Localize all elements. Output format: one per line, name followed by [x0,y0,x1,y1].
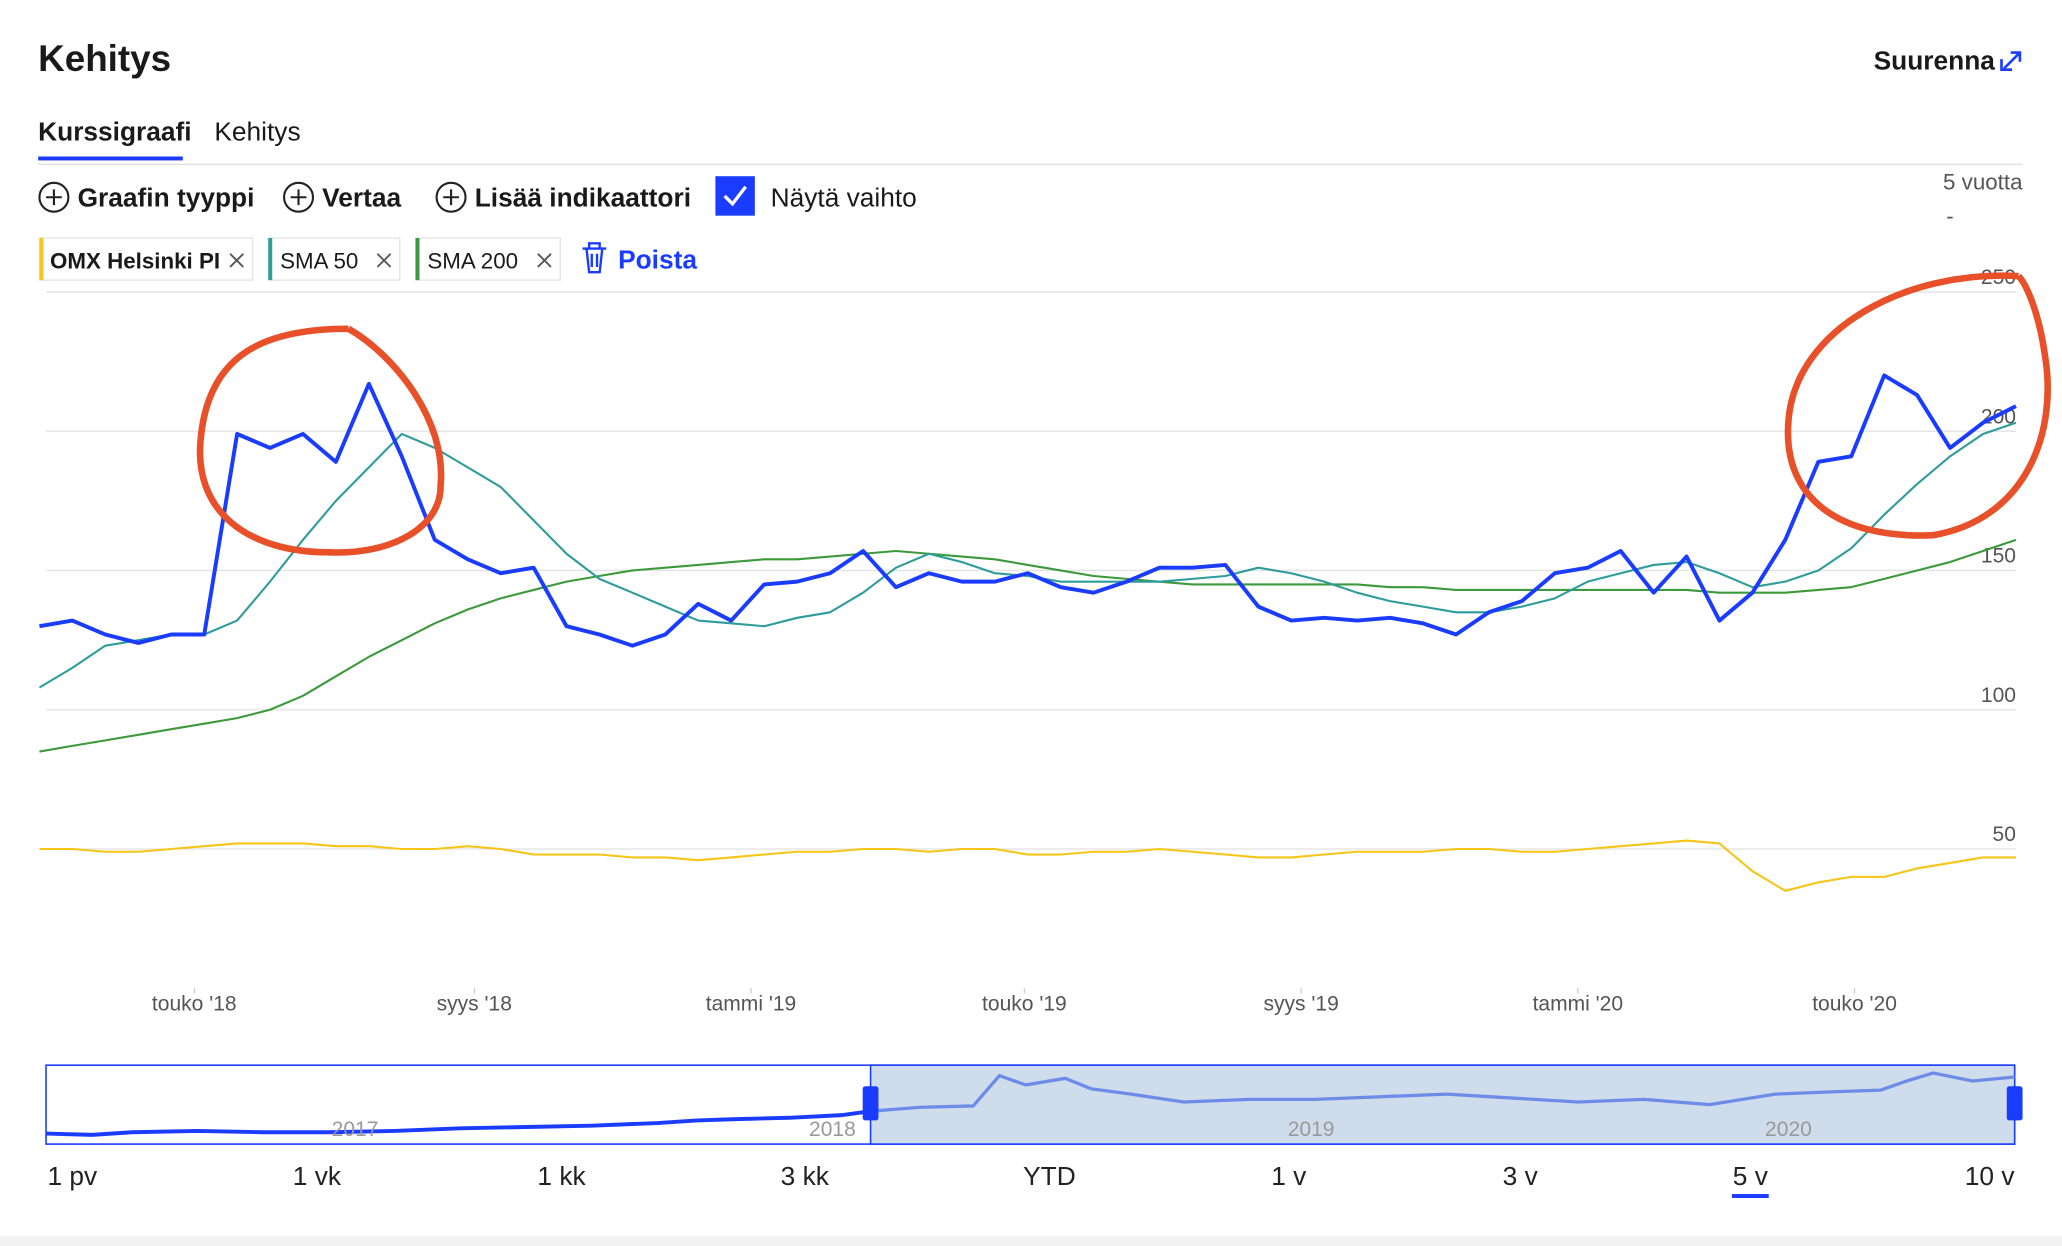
range-selected [1731,1194,1769,1199]
volume-label: Näytä vaihto [771,182,917,212]
y-tick-label: 150 [1981,545,2016,568]
x-tick-label: touko '20 [1812,993,1897,1016]
x-tick-label: tammi '20 [1533,993,1624,1016]
period-value: - [1946,204,1953,229]
navigator-selection[interactable] [869,1064,2016,1145]
series-line [38,421,2017,689]
chip-label: SMA 200 [427,248,518,273]
chip[interactable]: SMA 200 [414,237,561,281]
navigator-handle[interactable] [2006,1086,2023,1121]
series-line [39,538,2017,753]
navigator-year: 2017 [332,1118,379,1141]
chip-box [38,237,254,281]
range-buttons: 1 pv 1 vk 1 kk 3 kk YTD 1 v 3 v 5 v 10 v [47,1161,2016,1199]
annotation-circle [1784,272,2051,539]
expand-button[interactable]: Suurenna [1874,46,1996,76]
x-tick-label: syys '18 [437,993,512,1016]
indicator-button[interactable]: Lisää indikaattori [475,182,691,212]
x-tick-label: tammi '19 [706,993,797,1016]
range-button[interactable]: YTD [1023,1161,1076,1191]
range-button[interactable]: 3 v [1503,1161,1539,1191]
chart-type-button[interactable]: Graafin tyyppi [78,182,255,212]
navigator-handle[interactable] [862,1086,879,1121]
chip-color [39,238,44,281]
navigator-line [45,1109,871,1137]
compare-button[interactable]: Vertaa [322,182,401,212]
period-label: 5 vuotta [1943,169,2023,194]
chip[interactable]: SMA 50 [267,237,401,281]
chip-box [414,237,561,281]
chip-close[interactable] [376,253,392,268]
remove-button[interactable]: Poista [618,244,697,274]
footer-band [0,1236,2062,1246]
navigator-year: 2019 [1288,1118,1335,1141]
annotation-circle [196,325,445,556]
chip-close[interactable] [229,253,244,268]
x-tick-label: syys '19 [1263,993,1338,1016]
check-mark [723,185,747,207]
series-line [39,839,2016,892]
range-button[interactable]: 1 v [1271,1161,1307,1191]
chip-color [268,238,273,281]
range-button[interactable]: 1 vk [293,1161,342,1191]
chip-color [415,238,420,281]
chip-close[interactable] [537,253,552,268]
navigator-year: 2018 [809,1118,856,1141]
series-line [39,373,2017,648]
x-tick-label: touko '19 [982,993,1067,1016]
chip[interactable]: OMX Helsinki PI [38,237,254,281]
tab[interactable]: Kurssigraafi [38,117,191,147]
x-tick-label: touko '18 [152,993,237,1016]
chip-label: OMX Helsinki PI [50,248,220,273]
volume-checkbox[interactable] [715,176,755,216]
y-tick-label: 100 [1981,684,2016,707]
y-tick-label: 50 [1993,823,2016,846]
toolbar [38,181,467,213]
trash-icon [582,242,607,274]
chip-label: SMA 50 [280,248,358,273]
range-button[interactable]: 5 v [1733,1161,1769,1191]
range-button[interactable]: 3 kk [781,1161,830,1191]
navigator-year: 2020 [1765,1118,1812,1141]
tab[interactable]: Kehitys [214,117,300,147]
expand-icon [2000,51,2022,72]
navigator-line [870,1071,2015,1113]
tab-underline [38,156,183,161]
range-button[interactable]: 1 kk [537,1161,586,1191]
title: Kehitys [38,38,171,79]
range-button[interactable]: 1 pv [47,1161,98,1191]
range-button[interactable]: 10 v [1965,1161,2016,1191]
